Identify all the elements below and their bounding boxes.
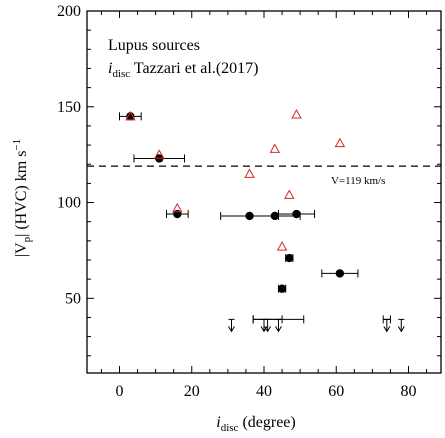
data-marks bbox=[87, 108, 441, 333]
triangle-point bbox=[172, 202, 183, 213]
triangle-point bbox=[244, 168, 255, 178]
data-point bbox=[335, 269, 345, 278]
y-tick-label: 200 bbox=[57, 3, 81, 20]
data-point bbox=[285, 253, 294, 263]
upper-limit-arrowhead bbox=[228, 326, 235, 333]
triangle-point bbox=[125, 110, 136, 121]
x-tick-label: 0 bbox=[116, 383, 124, 400]
x-tick-label: 80 bbox=[400, 383, 416, 400]
y-tick-label: 100 bbox=[57, 195, 81, 212]
triangle-point bbox=[276, 241, 288, 251]
triangle-point bbox=[153, 149, 165, 159]
data-point bbox=[173, 209, 182, 219]
triangle-point bbox=[284, 189, 295, 199]
triangle-point bbox=[334, 137, 346, 148]
upper-limit-arrowhead bbox=[383, 326, 391, 333]
annotation-reference: idisc Tazzari et al.(2017) bbox=[108, 60, 258, 80]
data-point bbox=[126, 112, 135, 121]
upper-limit-arrowhead bbox=[264, 326, 272, 333]
triangle-point bbox=[269, 143, 281, 153]
x-tick-label: 20 bbox=[184, 383, 200, 400]
data-point bbox=[270, 211, 280, 221]
triangle-point bbox=[291, 108, 302, 119]
x-axis-label: idisc (degree) bbox=[216, 414, 295, 434]
hline-label: V=119 km/s bbox=[331, 175, 385, 187]
y-axis-label: |Vp| (HVC) km s−1 bbox=[11, 139, 33, 257]
upper-limit-arrowhead bbox=[397, 326, 405, 333]
y-tick-label: 50 bbox=[65, 290, 81, 307]
y-tick-label: 150 bbox=[57, 99, 81, 116]
annotation-lupus-sources: Lupus sources bbox=[108, 37, 200, 54]
x-tick-label: 60 bbox=[328, 383, 344, 400]
data-point bbox=[292, 209, 301, 219]
plot-frame: 0 20 40 60 80 50 100 150 200 bbox=[57, 3, 442, 400]
data-point bbox=[277, 284, 287, 293]
x-tick-label: 40 bbox=[256, 383, 272, 400]
upper-limit-arrowhead bbox=[275, 326, 282, 333]
